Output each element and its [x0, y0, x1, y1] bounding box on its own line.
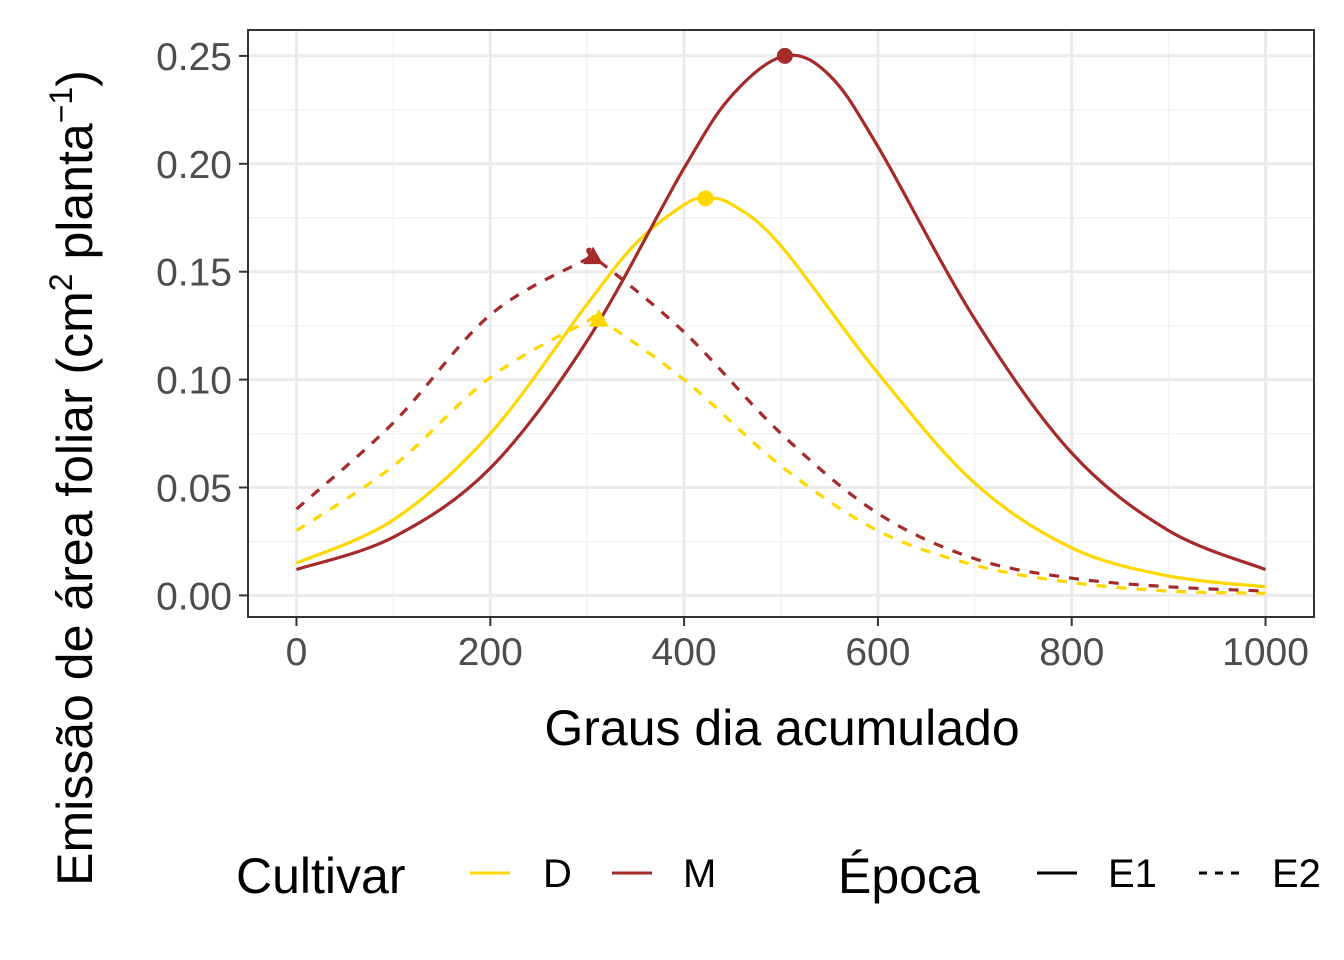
legend-label-e1: E1: [1108, 852, 1157, 896]
legend-label-d: D: [543, 852, 572, 896]
peak-marker-d-e2: [588, 309, 609, 327]
y-tick-label: 0.05: [156, 468, 232, 511]
legend-label-e2: E2: [1272, 852, 1321, 896]
x-tick-label: 200: [458, 631, 523, 674]
x-axis-title: Graus dia acumulado: [544, 700, 1019, 756]
legend: Cultivar D M Época E1 E2: [236, 848, 1321, 904]
x-tick-label: 1000: [1222, 631, 1309, 674]
peak-marker-d-e1: [697, 190, 714, 207]
peak-marker-m-e2: [582, 246, 603, 265]
series-line-d-e2: [295, 311, 1266, 595]
x-tick-label: 400: [652, 631, 717, 674]
plot-border: [247, 29, 1315, 618]
x-tick-label: 600: [845, 631, 910, 674]
y-tick-label: 0.20: [156, 144, 232, 187]
peak-markers: [582, 47, 793, 327]
legend-label-m: M: [683, 852, 716, 896]
x-tick-label: 800: [1039, 631, 1104, 674]
series-line-d-e1: [295, 196, 1266, 589]
legend-title-epoca: Época: [838, 848, 980, 904]
y-tick-label: 0.25: [156, 36, 232, 79]
series-line-m-e2: [295, 247, 1266, 593]
peak-marker-m-e1: [776, 47, 793, 64]
y-tick-label: 0.00: [156, 575, 232, 618]
y-axis-title: Emissão de área foliar (cm2 planta−1): [43, 70, 103, 886]
x-tick-label: 0: [286, 631, 308, 674]
y-axis-ticks: 0.00 0.05 0.10 0.15 0.20 0.25: [156, 36, 248, 618]
legend-title-cultivar: Cultivar: [236, 848, 405, 904]
y-tick-label: 0.10: [156, 360, 232, 403]
y-tick-label: 0.15: [156, 252, 232, 295]
x-axis-ticks: 0 200 400 600 800 1000: [286, 617, 1309, 674]
